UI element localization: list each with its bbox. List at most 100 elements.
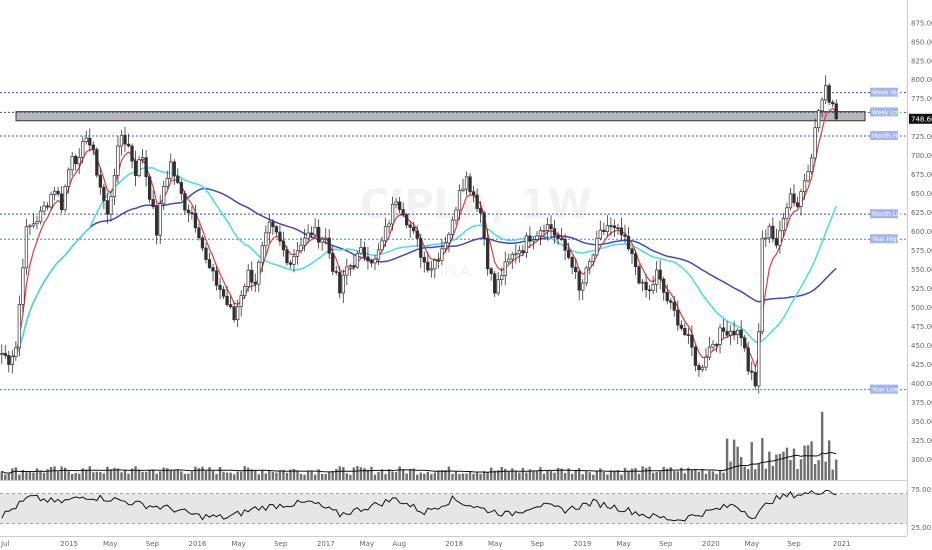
volume-bar <box>155 473 158 480</box>
candle <box>517 245 521 263</box>
time-tick-label: 2020 <box>702 540 720 548</box>
candle-body <box>605 225 610 233</box>
volume-bar <box>356 466 359 480</box>
volume-bar <box>4 474 7 480</box>
candle <box>7 350 11 373</box>
time-tick-label: May <box>231 540 245 548</box>
candle <box>260 241 264 273</box>
candle <box>264 225 268 257</box>
rsi-indicator <box>0 489 907 525</box>
volume-bar <box>810 441 813 480</box>
candle <box>774 228 779 249</box>
candle <box>302 228 307 252</box>
candle <box>447 231 451 253</box>
candle-body <box>454 209 458 221</box>
volume-bar <box>74 472 77 480</box>
candle-body <box>260 245 264 263</box>
candle <box>753 365 757 390</box>
candle <box>704 348 708 371</box>
candle-body <box>799 191 803 207</box>
candle <box>690 325 694 357</box>
volume-bar <box>373 474 377 480</box>
time-tick-label: 2019 <box>574 540 592 548</box>
candle <box>151 190 155 210</box>
time-tick-label: May <box>488 540 502 548</box>
candle-body <box>552 228 557 236</box>
volume-bar <box>824 461 827 480</box>
candle <box>616 223 620 235</box>
volume-bar <box>349 474 352 480</box>
rsi-tick-label: 25.00 <box>911 524 931 532</box>
candle-body <box>461 188 465 192</box>
volume-bar <box>451 473 454 480</box>
candle-body <box>718 327 722 345</box>
volume-bar <box>673 471 676 480</box>
candle-body <box>109 196 113 215</box>
volume-bar <box>676 471 679 480</box>
candle <box>795 196 800 209</box>
candle-body <box>380 240 384 251</box>
volume-bar <box>102 473 106 480</box>
volume-bar <box>560 468 563 480</box>
volume-bar <box>92 472 95 480</box>
level-label-bg <box>870 234 898 244</box>
candle <box>63 184 67 213</box>
time-tick-label: Jul <box>0 540 10 548</box>
candle <box>369 258 374 268</box>
candle <box>757 323 761 394</box>
candle <box>81 136 85 164</box>
candle-body <box>45 205 50 208</box>
candle-body <box>7 355 11 365</box>
candle-body <box>10 356 14 365</box>
candle-body <box>278 231 282 242</box>
candle-body <box>619 227 624 236</box>
candle <box>820 97 824 118</box>
volume-bar <box>211 470 215 480</box>
candle-body <box>549 224 553 230</box>
volume-bar <box>123 469 127 480</box>
candle-body <box>285 249 289 264</box>
candle <box>538 226 543 246</box>
candle <box>218 277 222 299</box>
volume-bar <box>514 470 518 480</box>
candle <box>334 265 338 276</box>
candle-body <box>239 295 243 307</box>
candle <box>598 220 602 241</box>
candle <box>739 320 743 347</box>
candle-body <box>591 254 595 262</box>
volume-bar <box>532 470 535 480</box>
volume-bar <box>78 473 81 480</box>
candle-body <box>70 155 74 171</box>
candle-body <box>655 269 659 285</box>
candles <box>0 75 838 394</box>
candle-body <box>81 141 85 158</box>
candle-body <box>299 244 303 252</box>
time-axis[interactable]: Jul 2015 May Sep 2016 May Sep 2017 May Aug 2018 May… <box>0 536 907 549</box>
price-tick-label: 375.00 <box>911 399 932 407</box>
volume-bar <box>690 469 694 480</box>
volume-bar <box>444 470 447 480</box>
volume-bar <box>472 473 475 480</box>
volume-bar <box>250 469 253 480</box>
candle <box>486 229 490 276</box>
price-axis[interactable]: 875.00850.00825.00800.00775.00750.00725.… <box>907 0 932 536</box>
candle-body <box>359 247 363 254</box>
volume-bar <box>525 472 528 480</box>
volume-bar <box>232 474 236 480</box>
volume-bar <box>479 473 482 480</box>
candle-body <box>478 208 483 214</box>
volume-bar <box>127 473 130 480</box>
volume-bar <box>370 466 373 480</box>
candle-body <box>820 99 824 112</box>
candle-body <box>376 249 381 260</box>
candle-body <box>528 235 532 242</box>
candle <box>24 218 29 275</box>
candle <box>179 179 183 201</box>
volume-bar <box>264 473 268 480</box>
volume-bar <box>39 470 42 480</box>
volume-bar <box>634 468 637 480</box>
candle <box>211 264 215 282</box>
candle <box>274 224 279 237</box>
moving-averages <box>1 107 837 369</box>
